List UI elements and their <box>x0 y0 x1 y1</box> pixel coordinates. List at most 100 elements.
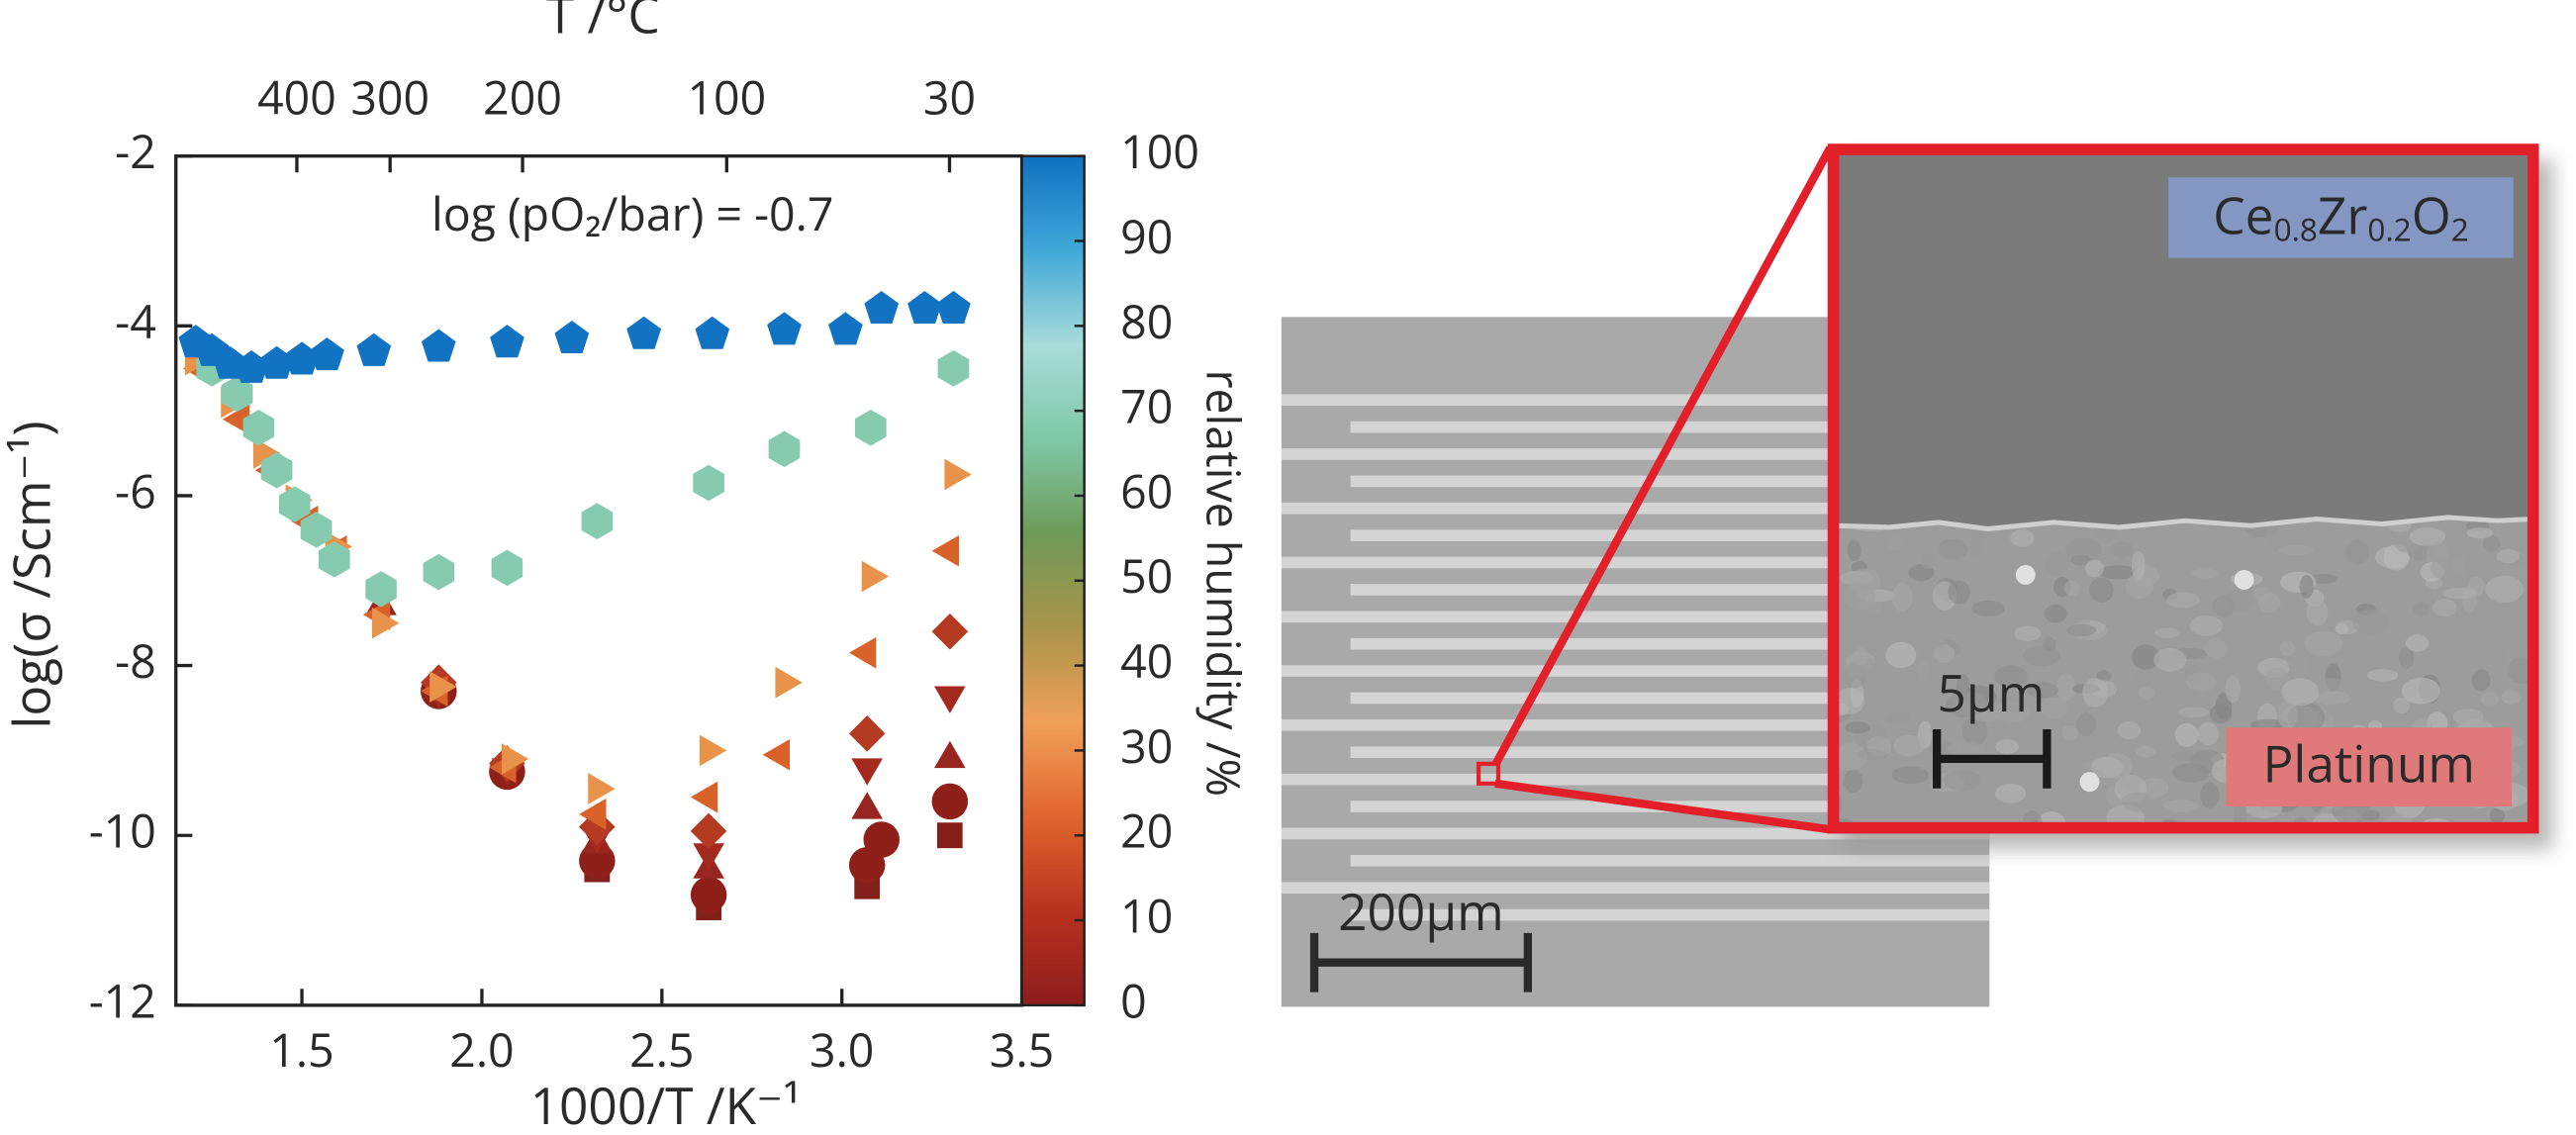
data-point <box>626 316 662 349</box>
data-point <box>693 843 724 871</box>
colorbar-tick-label: 0 <box>1120 968 1147 1031</box>
data-point <box>775 666 803 699</box>
grain <box>1951 692 1988 716</box>
grain <box>1885 641 1917 669</box>
stripe <box>1350 584 1990 596</box>
stripe <box>1350 692 1990 705</box>
grain <box>1843 769 1863 793</box>
data-point <box>933 686 966 713</box>
grain <box>2043 550 2070 576</box>
element: Ce <box>2213 180 2273 249</box>
grain <box>2265 667 2291 691</box>
grain <box>2085 559 2105 577</box>
grain <box>2304 630 2343 656</box>
grain <box>1921 553 1936 569</box>
grain <box>1856 748 1888 761</box>
grain <box>2117 720 2142 740</box>
data-point <box>371 607 400 639</box>
stripe <box>1281 719 1990 731</box>
data-point <box>937 350 970 387</box>
data-point <box>851 792 883 819</box>
grain <box>2070 554 2091 566</box>
grain <box>2215 693 2233 720</box>
grain <box>2153 647 2187 672</box>
x-tick-label: 2.0 <box>449 1017 514 1081</box>
stripe <box>1350 746 1990 759</box>
data-points <box>178 290 972 921</box>
data-point <box>222 403 250 435</box>
grain <box>2096 670 2112 682</box>
stripe <box>1281 773 1990 786</box>
y-tick-label: -12 <box>89 968 156 1031</box>
stripe <box>1350 637 1990 650</box>
grain <box>2299 575 2314 599</box>
data-point <box>554 321 590 354</box>
grain <box>1971 600 2005 616</box>
grain <box>2261 563 2291 576</box>
scale-label: 200µm <box>1338 877 1504 946</box>
grain <box>2056 673 2076 702</box>
colorbar-tick-label: 40 <box>1120 628 1173 692</box>
grain <box>2139 686 2155 701</box>
grain <box>2010 529 2035 547</box>
data-point <box>242 409 275 446</box>
stripe <box>1350 529 1990 541</box>
grain <box>2189 615 2223 636</box>
data-point <box>588 773 616 804</box>
particle <box>2079 772 2100 793</box>
particle <box>2015 565 2036 585</box>
grain <box>1943 770 1982 791</box>
data-point <box>365 571 397 608</box>
data-point <box>501 743 529 775</box>
data-point <box>356 332 392 366</box>
interface <box>1833 515 2533 531</box>
stripe <box>1281 611 1990 623</box>
grain <box>2200 782 2220 808</box>
grain <box>2471 669 2491 692</box>
x-tick-label: 3.0 <box>810 1017 874 1081</box>
grain <box>1937 538 1968 560</box>
colorbar-tick-label: 20 <box>1120 799 1173 862</box>
grain <box>2162 799 2199 812</box>
stripe <box>1350 908 1990 921</box>
data-point <box>690 877 727 913</box>
grain <box>2480 692 2500 707</box>
particle <box>2234 569 2254 590</box>
data-point <box>300 512 333 548</box>
grain <box>2019 724 2033 737</box>
grain <box>2393 697 2411 714</box>
stripe <box>1281 665 1990 677</box>
grain <box>2044 604 2067 623</box>
data-point <box>931 534 960 567</box>
subscript: 2 <box>2451 209 2469 251</box>
grain <box>2306 599 2329 626</box>
data-point <box>854 409 887 446</box>
zoom-line <box>1494 779 1831 834</box>
stripe <box>1350 421 1990 433</box>
grain <box>2174 722 2199 747</box>
grain <box>1961 715 1988 746</box>
top-tick-label: 30 <box>923 64 976 128</box>
top-tick-label: 300 <box>350 64 429 128</box>
grain <box>2277 544 2316 556</box>
grain <box>2496 549 2521 564</box>
grain <box>2132 644 2160 670</box>
stripe <box>1281 827 1990 840</box>
chart: T /°C 1000/T /K⁻¹ log(σ /Scm⁻¹) log (pO₂… <box>0 0 1256 1135</box>
data-point <box>931 783 969 820</box>
grain <box>2264 521 2284 551</box>
grain <box>2003 693 2035 713</box>
electrode-label: Platinum <box>2262 729 2475 799</box>
grain <box>2186 672 2217 693</box>
grain <box>2089 577 2114 603</box>
data-point <box>423 553 455 591</box>
sem-images: 200µm Ce0.8Zr0.2O2 Platinum 5µm <box>1281 143 2553 1007</box>
colorbar-tick-label: 30 <box>1120 713 1173 777</box>
grain <box>1969 528 1985 557</box>
data-point <box>690 781 718 813</box>
data-point <box>848 715 886 752</box>
grain <box>1843 582 1876 610</box>
y-tick-label: -4 <box>115 289 156 352</box>
grain <box>2177 707 2210 718</box>
